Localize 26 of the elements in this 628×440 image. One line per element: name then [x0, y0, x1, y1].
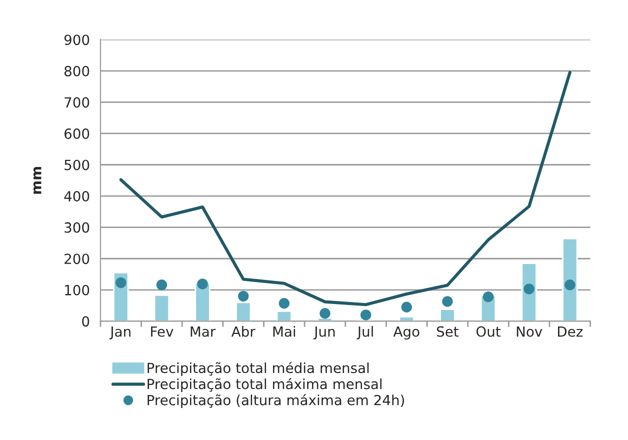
y-tick-label: 400 — [64, 191, 90, 202]
x-tick-label: Nov — [516, 326, 542, 337]
y-tick-label: 200 — [64, 254, 90, 264]
x-tick-label: Jan — [109, 326, 130, 340]
x-tick-label: Abr — [231, 326, 256, 337]
x-tick-label: Mar — [190, 326, 216, 337]
y-tick-label: 700 — [64, 97, 90, 108]
x-tick-label: Jul — [356, 326, 373, 340]
y-tick-label: 600 — [64, 128, 90, 139]
y-tick-label: 100 — [65, 284, 90, 296]
y-tick-label: 900 — [64, 34, 90, 46]
legend-label: Precipitação total média mensal — [148, 362, 369, 376]
y-tick-label: 500 — [64, 160, 90, 170]
x-tick-label: Ago — [393, 326, 420, 340]
x-tick-label: Set — [436, 326, 459, 337]
y-tick-label: 800 — [64, 66, 90, 76]
x-tick-label: Dez — [558, 326, 583, 337]
x-tick-label: Jun — [313, 326, 335, 340]
legend-label: Precipitação total máxima mensal — [148, 378, 382, 392]
y-axis-title: mm — [33, 167, 42, 194]
y-tick-label: 300 — [64, 222, 90, 233]
legend-label: Precipitação (altura máxima em 24h) — [148, 394, 404, 408]
x-tick-label: Fev — [151, 326, 174, 337]
x-tick-label: Mai — [273, 326, 296, 337]
y-tick-label: 0 — [82, 316, 90, 327]
x-tick-label: Out — [476, 326, 501, 337]
